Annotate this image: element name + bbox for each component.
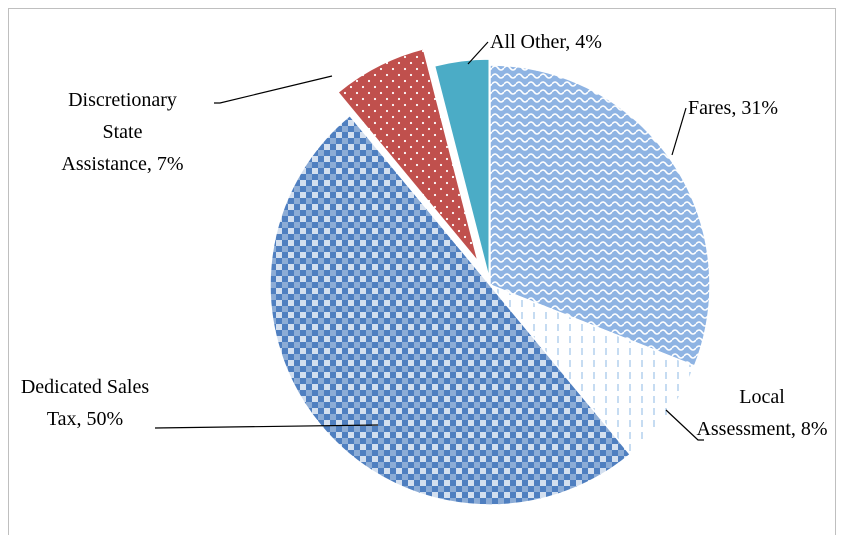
data-label: Local Assessment, 8% bbox=[696, 386, 828, 440]
pie-slice bbox=[433, 58, 490, 280]
pie-slice bbox=[489, 284, 696, 456]
leader-line bbox=[467, 41, 489, 65]
pie-slice bbox=[336, 47, 479, 263]
pie-slice bbox=[489, 64, 711, 367]
data-label: Dedicated Sales Tax, 50% bbox=[20, 376, 150, 430]
leader-line bbox=[214, 75, 333, 104]
pie-slice bbox=[269, 114, 632, 506]
chart-frame bbox=[8, 8, 836, 535]
data-label: All Other, 4% bbox=[490, 31, 602, 53]
data-label: Discretionary State Assistance, 7% bbox=[61, 89, 184, 175]
leader-line bbox=[154, 424, 379, 429]
data-label: Fares, 31% bbox=[688, 97, 778, 119]
leader-line bbox=[671, 107, 687, 156]
leader-line bbox=[665, 409, 704, 441]
